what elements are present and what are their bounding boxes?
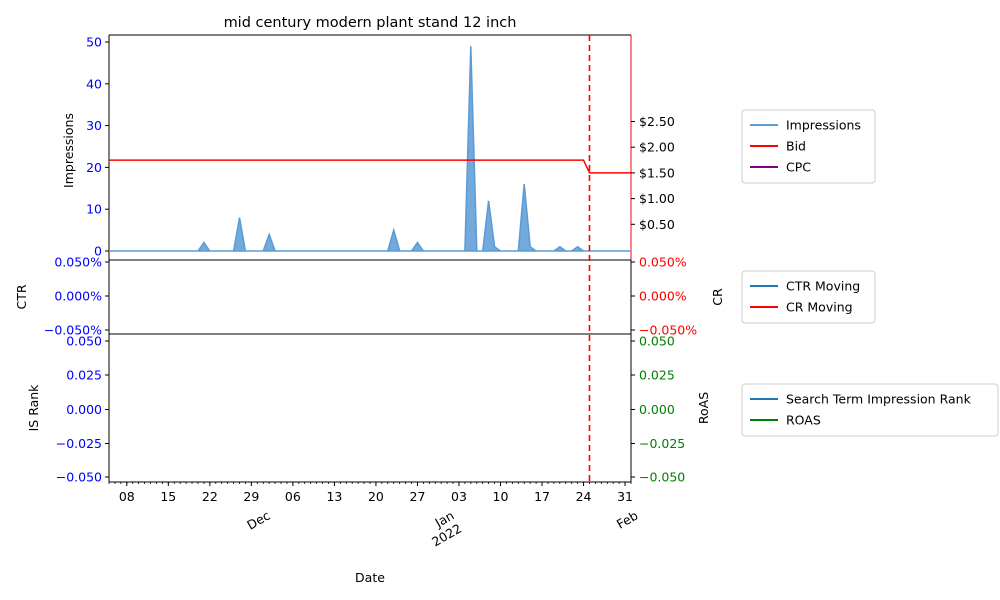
roas-axis-tick-label: −0.025 — [639, 436, 685, 451]
x-tick-label: 17 — [534, 489, 550, 504]
legend-middle-entry: CTR Moving — [786, 279, 860, 294]
x-tick-label: 13 — [326, 489, 342, 504]
chart-title: mid century modern plant stand 12 inch — [224, 15, 517, 31]
legends: Impressions Bid CPC CTR Moving CR Moving Sear… — [741, 109, 999, 437]
x-tick-label: 15 — [160, 489, 176, 504]
x-month-label-line: Dec — [244, 508, 273, 533]
x-tick-label: 06 — [285, 489, 301, 504]
chart-marks — [109, 35, 631, 482]
bid-axis-tick-label: $0.50 — [639, 217, 675, 232]
legend-bottom-entry: ROAS — [786, 413, 821, 428]
axis-ticks: 0 10 20 30 40 50 $0.50 $1.00 $1.50 $2.00 $2.50 0.05… — [44, 35, 697, 505]
x-month-label: Jan2022 — [422, 508, 465, 550]
cr-axis-tick-label: −0.050% — [639, 323, 697, 338]
impressions-axis-tick-label: 40 — [86, 76, 102, 91]
impressions-axis-title: Impressions — [61, 113, 76, 188]
roas-axis-tick-label: 0.025 — [639, 368, 675, 383]
impressions-axis-tick-label: 20 — [86, 160, 102, 175]
x-month-label: Feb — [614, 508, 641, 532]
bid-line — [109, 159, 631, 174]
bid-axis-tick-label: $2.50 — [639, 114, 675, 129]
legend-top-entry: CPC — [786, 160, 811, 175]
x-axis-title: Date — [355, 570, 385, 585]
impressions-axis-tick-label: 30 — [86, 118, 102, 133]
bid-axis-tick-label: $1.50 — [639, 165, 675, 180]
panel-frames — [108, 34, 632, 483]
x-tick-label: 03 — [451, 489, 467, 504]
x-tick-label: 10 — [493, 489, 509, 504]
legend-bottom-box — [741, 383, 999, 437]
x-month-label-line: Feb — [614, 508, 641, 532]
impressions-axis-tick-label: 10 — [86, 202, 102, 217]
cr-axis-tick-label: 0.000% — [639, 289, 687, 304]
legend-bottom-entry: Search Term Impression Rank — [786, 392, 972, 407]
roas-axis-tick-label: −0.050 — [639, 470, 685, 485]
ctr-axis-title: CTR — [14, 284, 29, 309]
impressions-axis-tick-label: 50 — [86, 35, 102, 50]
x-tick-label: 22 — [202, 489, 218, 504]
roas-axis-title: RoAS — [696, 392, 711, 424]
roas-axis-tick-label: 0.000 — [639, 402, 675, 417]
bid-axis-tick-label: $2.00 — [639, 140, 675, 155]
x-tick-label: 31 — [617, 489, 633, 504]
is-rank-axis-tick-label: −0.025 — [56, 436, 102, 451]
roas-axis-tick-label: 0.050 — [639, 334, 675, 349]
is-rank-axis-title: IS Rank — [26, 384, 41, 432]
bid-axis-tick-label: $1.00 — [639, 191, 675, 206]
is-rank-axis-tick-label: 0.025 — [66, 368, 102, 383]
x-tick-label: 08 — [119, 489, 135, 504]
ctr-axis-tick-label: −0.050% — [44, 323, 102, 338]
is-rank-axis-tick-label: 0.050 — [66, 334, 102, 349]
x-tick-label: 24 — [576, 489, 592, 504]
impressions-axis-tick-label: 0 — [94, 244, 102, 259]
x-month-label: Dec — [244, 508, 273, 533]
x-tick-label: 20 — [368, 489, 384, 504]
legend-top-entry: Impressions — [786, 118, 861, 133]
ctr-axis-tick-label: 0.000% — [54, 289, 102, 304]
legend-top-entry: Bid — [786, 139, 806, 154]
legend-top-box — [741, 109, 876, 184]
impressions-area — [109, 46, 631, 252]
cr-axis-title: CR — [710, 288, 725, 306]
x-tick-label: 29 — [243, 489, 259, 504]
legend-middle-box — [741, 270, 876, 324]
legend-middle-entry: CR Moving — [786, 300, 853, 315]
ctr-axis-tick-label: 0.050% — [54, 255, 102, 270]
is-rank-axis-tick-label: 0.000 — [66, 402, 102, 417]
cr-axis-tick-label: 0.050% — [639, 255, 687, 270]
x-tick-label: 27 — [410, 489, 426, 504]
is-rank-axis-tick-label: −0.050 — [56, 470, 102, 485]
